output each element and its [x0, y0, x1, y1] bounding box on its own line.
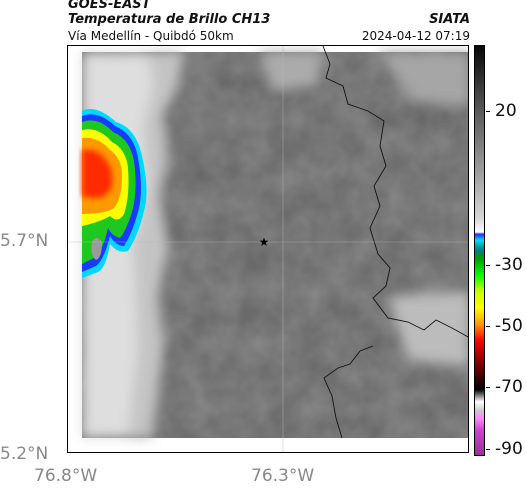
- colorbar-label-minus-90: -90: [495, 439, 523, 459]
- timestamp-label: 2024-04-12 07:19: [361, 29, 470, 43]
- satellite-title: GOES-EAST: [68, 0, 151, 12]
- deep-convection-cell: [82, 109, 147, 278]
- cell-gray-notch: [91, 238, 102, 260]
- colorbar-label-minus-30: -30: [495, 255, 523, 275]
- colorbar-tick: [486, 449, 490, 450]
- colorbar-tick: [486, 111, 490, 112]
- colorbar-label-minus-50: -50: [495, 316, 523, 336]
- border-line-south: [323, 345, 374, 439]
- border-line-north: [322, 46, 468, 338]
- organization-label: SIATA: [429, 12, 470, 27]
- product-title: Temperatura de Brillo CH13: [68, 12, 271, 27]
- colorbar-label-minus-70: -70: [495, 377, 523, 397]
- longitude-label-76-3: 76.3°W: [251, 466, 315, 486]
- latitude-label-5-2: 5.2°N: [0, 444, 49, 464]
- colorbar-tick: [486, 326, 490, 327]
- temperature-colorbar: [474, 45, 485, 456]
- bright-cloud-southeast: [388, 291, 468, 366]
- cell-red: [82, 149, 113, 198]
- colorbar-tick: [486, 265, 490, 266]
- bright-cloud-north: [258, 52, 323, 91]
- colorbar-tick: [486, 387, 490, 388]
- brightness-temperature-map: ★: [67, 45, 469, 453]
- longitude-label-76-8: 76.8°W: [34, 466, 98, 486]
- star-marker-icon: ★: [259, 235, 270, 249]
- latitude-label-5-7: 5.7°N: [0, 231, 49, 251]
- colorbar-label-20: 20: [495, 101, 517, 121]
- bright-cloud-east: [378, 52, 468, 106]
- map-canvas: ★: [68, 46, 468, 452]
- route-subtitle: Vía Medellín - Quibdó 50km: [68, 29, 234, 43]
- country-borders: [322, 46, 468, 439]
